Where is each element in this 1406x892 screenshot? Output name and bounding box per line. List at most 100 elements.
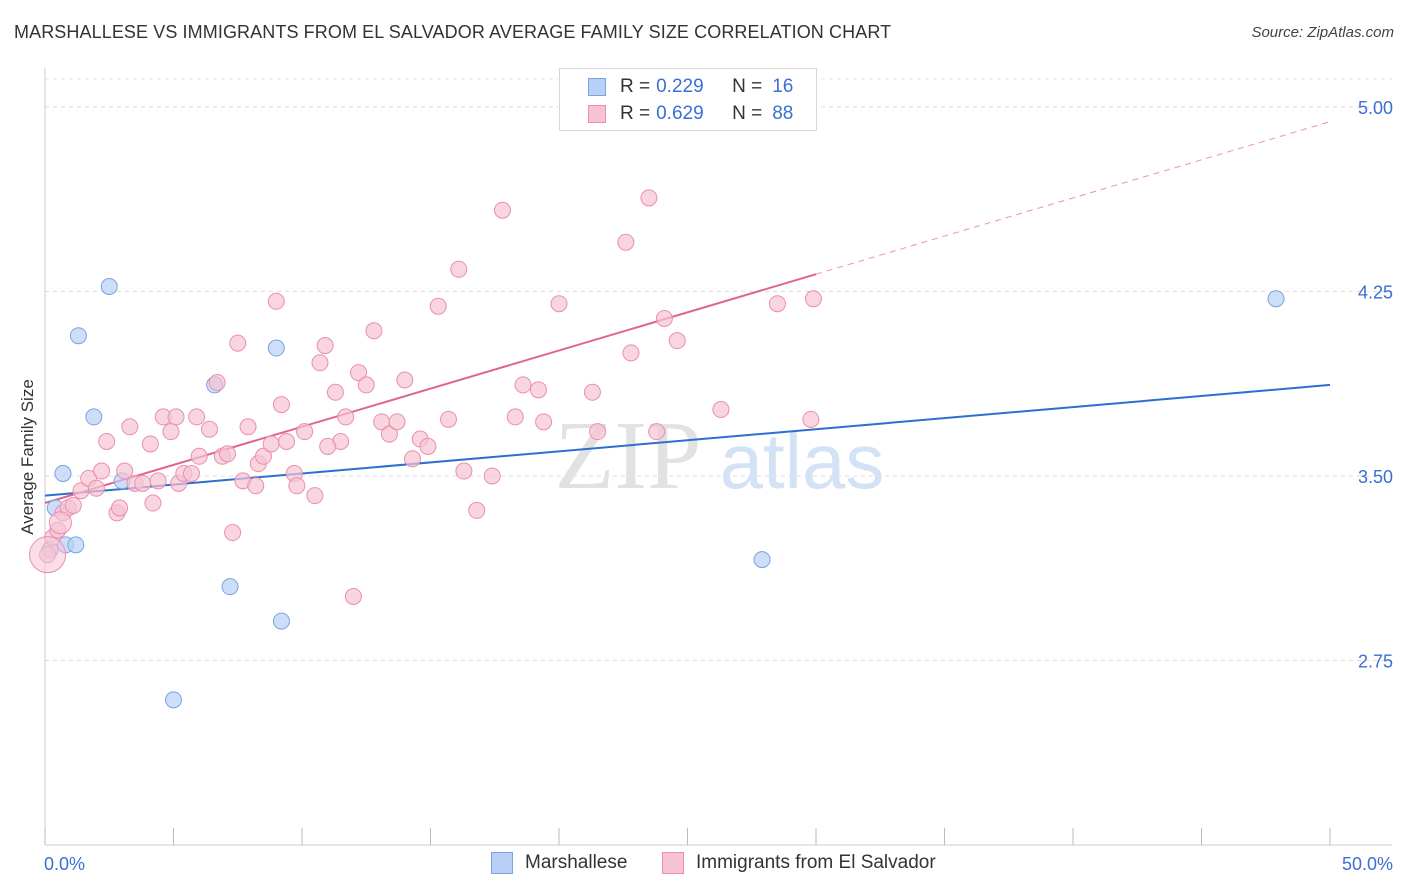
legend-swatch-salvador	[588, 105, 606, 123]
point-salvador	[483, 467, 501, 485]
legend-r-label: R =	[620, 76, 651, 97]
point-salvador	[316, 337, 334, 355]
point-salvador-cluster	[29, 536, 67, 574]
point-salvador	[311, 354, 329, 372]
point-salvador-cluster	[48, 511, 72, 535]
legend-n-value: 88	[772, 103, 794, 124]
point-salvador	[121, 418, 139, 436]
point-salvador	[583, 383, 601, 401]
point-salvador	[380, 425, 398, 443]
point-salvador	[288, 477, 306, 495]
point-salvador	[388, 413, 406, 431]
point-salvador	[535, 413, 553, 431]
point-salvador	[655, 309, 673, 327]
legend-row-marshallese: R = 0.229 N = 16	[588, 75, 793, 99]
point-salvador	[404, 450, 422, 468]
point-salvador	[278, 433, 296, 451]
point-salvador	[149, 472, 167, 490]
y-tick-label: 3.50	[1358, 467, 1393, 487]
point-marshallese	[85, 408, 103, 426]
point-salvador	[337, 408, 355, 426]
point-salvador	[668, 332, 686, 350]
point-salvador	[455, 462, 473, 480]
axes	[44, 68, 1392, 846]
point-salvador	[272, 396, 290, 414]
point-salvador	[640, 189, 658, 207]
point-salvador	[116, 462, 134, 480]
watermark-atlas: atlas	[720, 417, 885, 505]
point-salvador	[98, 433, 116, 451]
x-tick-label: 50.0%	[1342, 854, 1393, 874]
point-salvador	[319, 437, 337, 455]
point-salvador	[622, 344, 640, 362]
legend-label-salvador: Immigrants from El Salvador	[696, 852, 936, 873]
point-salvador	[254, 447, 272, 465]
legend-swatch-marshallese	[588, 78, 606, 96]
point-marshallese	[67, 536, 85, 554]
point-salvador	[712, 401, 730, 419]
grid	[45, 78, 1392, 661]
point-salvador	[208, 373, 226, 391]
point-salvador	[802, 410, 820, 428]
trend-line-marshallese	[44, 383, 1331, 497]
legend-n-label: N =	[732, 76, 763, 97]
point-salvador	[262, 435, 280, 453]
point-salvador	[87, 479, 105, 497]
trend-lines	[44, 121, 1331, 504]
legend-row-salvador: R = 0.629 N = 88	[588, 102, 793, 126]
point-salvador	[804, 290, 822, 308]
point-salvador	[111, 499, 129, 517]
legend-n-label: N =	[732, 103, 763, 124]
point-salvador	[506, 408, 524, 426]
point-salvador	[182, 464, 200, 482]
watermark-zip: ZIP	[555, 402, 702, 510]
point-salvador	[493, 201, 511, 219]
point-salvador	[429, 297, 447, 315]
data-points	[29, 189, 1285, 709]
legend-r-label: R =	[620, 103, 651, 124]
point-salvador	[365, 322, 383, 340]
y-tick-label: 2.75	[1358, 651, 1393, 671]
legend-label-marshallese: Marshallese	[525, 852, 628, 873]
point-salvador	[200, 420, 218, 438]
point-salvador	[229, 334, 247, 352]
point-salvador	[239, 418, 257, 436]
point-salvador	[306, 487, 324, 505]
point-salvador	[296, 423, 314, 441]
point-salvador	[344, 588, 362, 606]
point-salvador	[396, 371, 414, 389]
point-salvador	[529, 381, 547, 399]
axis-labels: 2.75 3.50 4.25 5.00 0.0% 50.0% Average Family …	[18, 98, 1393, 874]
point-salvador	[190, 447, 208, 465]
legend-item-marshallese[interactable]: Marshallese	[491, 852, 627, 874]
source-label: Source: ZipAtlas.com	[1251, 24, 1394, 41]
point-salvador	[514, 376, 532, 394]
point-salvador	[134, 474, 152, 492]
point-salvador	[357, 376, 375, 394]
point-salvador	[589, 423, 607, 441]
point-salvador	[247, 477, 265, 495]
point-salvador	[162, 423, 180, 441]
point-salvador	[224, 524, 242, 542]
point-salvador	[267, 292, 285, 310]
legend-r-value: 0.229	[656, 76, 704, 97]
point-salvador	[326, 383, 344, 401]
point-salvador	[218, 445, 236, 463]
point-salvador	[450, 260, 468, 278]
legend-n-value: 16	[772, 76, 794, 97]
legend-item-salvador[interactable]: Immigrants from El Salvador	[662, 852, 936, 874]
point-salvador	[93, 462, 111, 480]
point-salvador	[439, 410, 457, 428]
watermark: ZIP atlas	[555, 402, 885, 510]
point-salvador	[144, 494, 162, 512]
y-tick-label: 5.00	[1358, 98, 1393, 118]
point-marshallese	[165, 691, 182, 709]
point-marshallese	[221, 578, 239, 596]
series-legend: Marshallese Immigrants from El Salvador	[0, 852, 1406, 876]
point-salvador	[768, 295, 786, 313]
point-marshallese	[272, 612, 290, 630]
point-salvador	[419, 437, 437, 455]
chart-title: MARSHALLESE VS IMMIGRANTS FROM EL SALVAD…	[14, 22, 892, 42]
point-marshallese	[100, 278, 118, 296]
y-axis-label: Average Family Size	[18, 379, 37, 535]
